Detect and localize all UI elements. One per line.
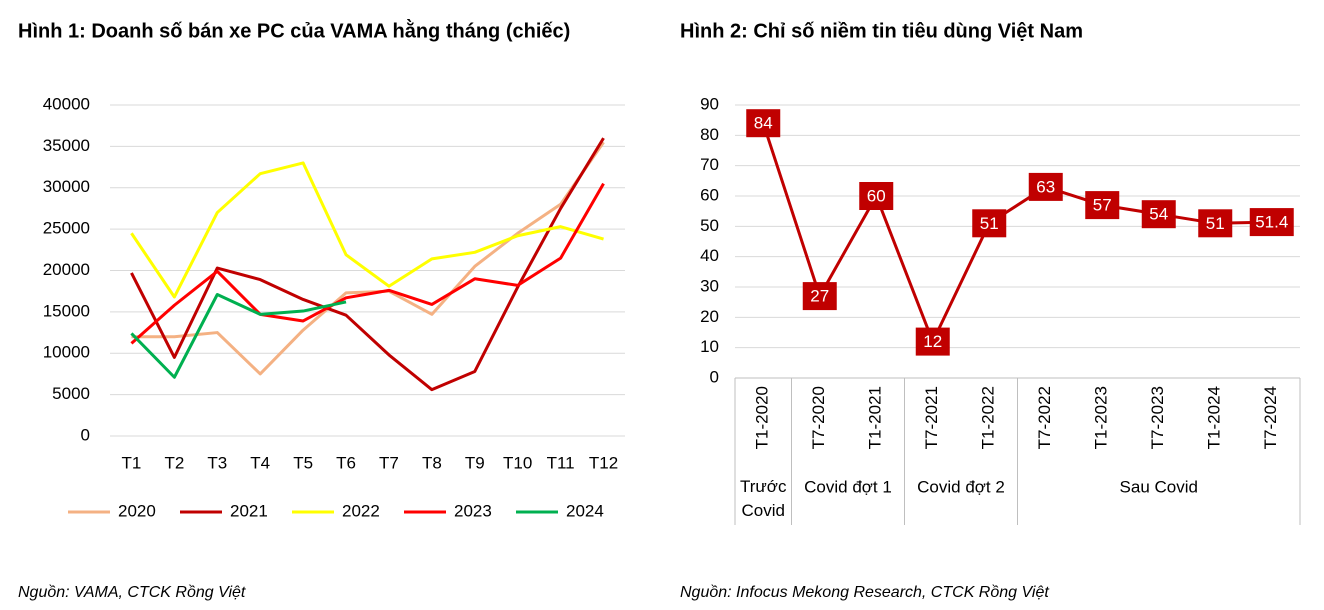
x-tick-label: T9 [465, 453, 485, 472]
x-tick-label: T1-2022 [979, 386, 998, 449]
x-tick-label: T11 [547, 453, 575, 472]
data-label-box [802, 282, 837, 311]
data-label-box [1198, 209, 1233, 238]
legend-label: 2023 [454, 501, 492, 520]
x-tick-label: T6 [336, 453, 356, 472]
x-tick-label: T1-2024 [1205, 386, 1224, 449]
source: Nguồn: VAMA, CTCK Rồng Việt [18, 584, 246, 601]
source: Nguồn: Infocus Mekong Research, CTCK Rồn… [680, 584, 1049, 601]
x-tick-label: T7 [379, 453, 399, 472]
x-tick-label: T1-2023 [1092, 386, 1111, 449]
x-tick-label: T3 [207, 453, 227, 472]
data-label-box [972, 209, 1007, 238]
data-label: 27 [810, 287, 829, 306]
y-tick-label: 20000 [43, 260, 90, 279]
y-tick-label: 25000 [43, 219, 90, 238]
y-tick-label: 0 [81, 425, 90, 444]
x-tick-label: T10 [503, 453, 532, 472]
series-line [130, 161, 604, 299]
y-tick-label: 50 [700, 216, 719, 235]
data-label-box [915, 327, 950, 356]
data-label: 12 [923, 332, 942, 351]
group-label: Trước Covid [740, 477, 787, 520]
x-tick-label: T12 [589, 453, 618, 472]
data-label: 84 [754, 114, 773, 133]
y-tick-label: 0 [710, 367, 719, 386]
series-line [130, 292, 347, 379]
data-label: 51 [1206, 214, 1225, 233]
x-tick-label: T4 [250, 453, 270, 472]
group-label: Sau Covid [1120, 477, 1198, 496]
x-tick-label: T8 [422, 453, 442, 472]
data-label-box [1085, 191, 1120, 220]
x-tick-label: T7-2021 [922, 386, 941, 449]
chart-title: Hình 2: Chỉ số niềm tin tiêu dùng Việt N… [680, 20, 1083, 42]
data-label-box [746, 109, 781, 138]
legend-label: 2020 [118, 501, 156, 520]
series-line [130, 137, 605, 392]
y-tick-label: 35000 [43, 136, 90, 155]
x-tick-label: T1 [122, 453, 142, 472]
x-tick-label: T1-2020 [753, 386, 772, 449]
y-tick-label: 10 [700, 337, 719, 356]
data-label: 51.4 [1255, 213, 1288, 232]
chart-title: Hình 1: Doanh số bán xe PC của VAMA hằng… [18, 18, 570, 42]
y-tick-label: 70 [700, 155, 719, 174]
group-label: Covid đợt 1 [804, 477, 892, 496]
data-label: 60 [867, 186, 886, 205]
data-label: 57 [1093, 196, 1112, 215]
legend-label: 2024 [566, 501, 604, 520]
y-tick-label: 60 [700, 185, 719, 204]
y-tick-label: 40000 [43, 94, 90, 113]
data-label-box [1028, 172, 1063, 201]
y-tick-label: 90 [700, 94, 719, 113]
series-line [130, 182, 605, 345]
data-label: 51 [980, 214, 999, 233]
y-tick-label: 30000 [43, 177, 90, 196]
y-tick-label: 10000 [43, 343, 90, 362]
x-tick-label: T7-2024 [1261, 386, 1280, 449]
data-label: 54 [1149, 205, 1168, 224]
legend-label: 2022 [342, 501, 380, 520]
y-tick-label: 30 [700, 276, 719, 295]
x-tick-label: T2 [164, 453, 184, 472]
series-line [131, 141, 605, 376]
x-tick-label: T1-2021 [866, 386, 885, 449]
y-tick-label: 20 [700, 307, 719, 326]
x-tick-label: T7-2023 [1148, 386, 1167, 449]
y-tick-label: 40 [700, 246, 719, 265]
x-tick-label: T7-2022 [1035, 386, 1054, 449]
group-label: Covid đợt 2 [917, 477, 1005, 496]
y-tick-label: 80 [700, 125, 719, 144]
data-label-box [1141, 200, 1176, 229]
x-tick-label: T5 [293, 453, 313, 472]
y-tick-label: 15000 [43, 301, 90, 320]
x-tick-label: T7-2020 [809, 386, 828, 449]
legend-label: 2021 [230, 501, 268, 520]
data-label-box [1249, 208, 1294, 237]
data-label-box [859, 182, 894, 210]
y-tick-label: 5000 [52, 384, 90, 403]
data-label: 63 [1036, 177, 1055, 196]
series-line [761, 122, 1272, 344]
